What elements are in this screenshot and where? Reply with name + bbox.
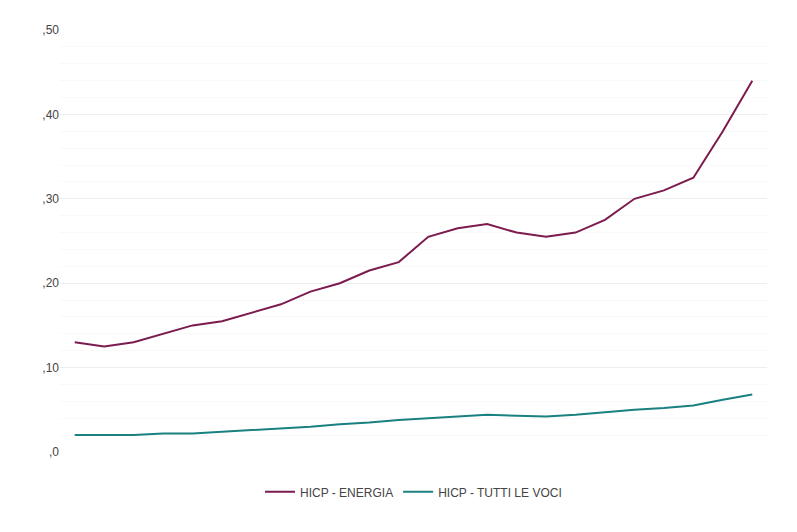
- svg-text:HICP - TUTTI LE VOCI: HICP - TUTTI LE VOCI: [438, 486, 562, 500]
- svg-text:,40: ,40: [42, 108, 59, 122]
- svg-text:,10: ,10: [42, 361, 59, 375]
- svg-text:,20: ,20: [42, 276, 59, 290]
- svg-text:,50: ,50: [42, 23, 59, 37]
- svg-text:HICP - ENERGIA: HICP - ENERGIA: [300, 486, 393, 500]
- svg-text:,30: ,30: [42, 192, 59, 206]
- svg-text:,0: ,0: [49, 445, 59, 459]
